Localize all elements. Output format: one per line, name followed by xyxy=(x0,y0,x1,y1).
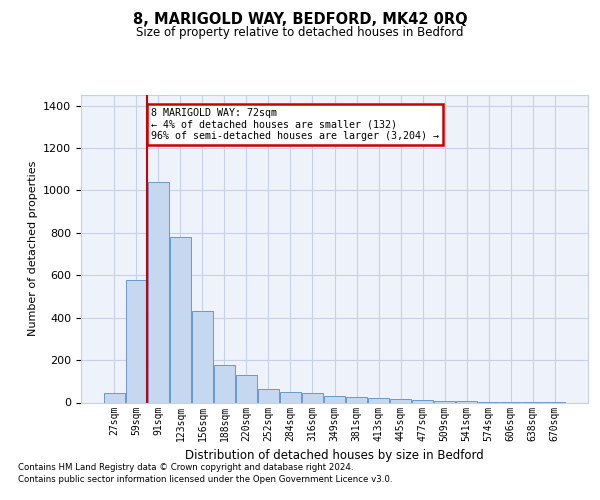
X-axis label: Distribution of detached houses by size in Bedford: Distribution of detached houses by size … xyxy=(185,449,484,462)
Bar xyxy=(324,396,345,402)
Text: 8, MARIGOLD WAY, BEDFORD, MK42 0RQ: 8, MARIGOLD WAY, BEDFORD, MK42 0RQ xyxy=(133,12,467,28)
Bar xyxy=(170,236,191,402)
Bar xyxy=(214,365,235,403)
Text: Contains HM Land Registry data © Crown copyright and database right 2024.: Contains HM Land Registry data © Crown c… xyxy=(18,462,353,471)
Bar xyxy=(258,389,279,402)
Bar xyxy=(126,280,147,402)
Bar xyxy=(368,398,389,402)
Bar xyxy=(302,393,323,402)
Bar xyxy=(148,182,169,402)
Bar xyxy=(104,393,125,402)
Bar xyxy=(236,376,257,402)
Bar xyxy=(412,400,433,402)
Text: 8 MARIGOLD WAY: 72sqm
← 4% of detached houses are smaller (132)
96% of semi-deta: 8 MARIGOLD WAY: 72sqm ← 4% of detached h… xyxy=(151,108,439,141)
Text: Contains public sector information licensed under the Open Government Licence v3: Contains public sector information licen… xyxy=(18,475,392,484)
Bar xyxy=(434,401,455,402)
Y-axis label: Number of detached properties: Number of detached properties xyxy=(28,161,38,336)
Bar xyxy=(280,392,301,402)
Bar xyxy=(346,397,367,402)
Text: Size of property relative to detached houses in Bedford: Size of property relative to detached ho… xyxy=(136,26,464,39)
Bar xyxy=(390,400,411,402)
Bar xyxy=(192,312,213,402)
